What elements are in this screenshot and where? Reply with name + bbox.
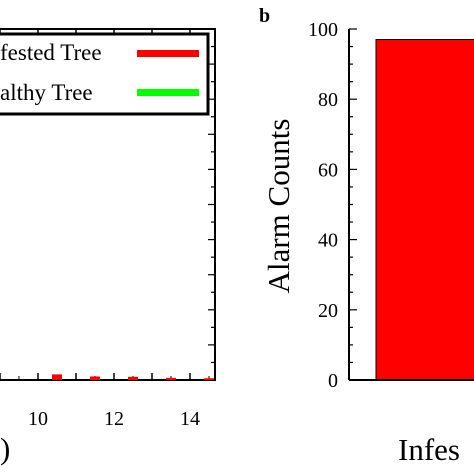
panel-b-category-labels: Infes — [398, 432, 460, 467]
panel-b: b Alarm Counts 0 20 40 60 80 100 Infes — [259, 5, 474, 467]
y-tick-label: 80 — [318, 89, 338, 111]
legend-label-healthy: althy Tree — [0, 80, 93, 105]
panel-b-letter: b — [259, 5, 270, 27]
legend-label-infested: fested Tree — [0, 40, 102, 65]
x-tick-label: 10 — [28, 408, 48, 430]
bar — [52, 374, 62, 380]
legend-swatch-healthy — [137, 89, 199, 96]
panel-a: 10 12 14 ) fested Tree althy Tree — [0, 28, 216, 466]
category-label: Infes — [398, 432, 460, 467]
bar — [90, 376, 100, 380]
panel-a-x-label-fragment: ) — [0, 431, 10, 466]
x-tick-label: 12 — [104, 408, 124, 430]
legend-box — [0, 32, 210, 116]
bar — [128, 376, 138, 380]
panel-b-y-axis-title: Alarm Counts — [261, 119, 296, 294]
panel-b-bars — [375, 39, 474, 381]
bar — [375, 39, 474, 381]
x-tick-label: 14 — [180, 408, 200, 430]
panel-a-x-tick-labels: 10 12 14 — [28, 408, 200, 430]
legend: fested Tree althy Tree — [0, 32, 210, 116]
bar — [204, 378, 214, 380]
panel-b-y-ticks — [349, 28, 357, 381]
bar — [166, 377, 176, 380]
y-tick-label: 40 — [318, 230, 338, 252]
legend-swatch-infested — [137, 50, 199, 57]
y-tick-label: 100 — [308, 19, 338, 41]
y-tick-label: 0 — [328, 370, 338, 392]
panel-a-bars — [52, 374, 214, 380]
panel-b-y-tick-labels: 0 20 40 60 80 100 — [308, 19, 338, 392]
y-tick-label: 60 — [318, 159, 338, 181]
y-tick-label: 20 — [318, 300, 338, 322]
